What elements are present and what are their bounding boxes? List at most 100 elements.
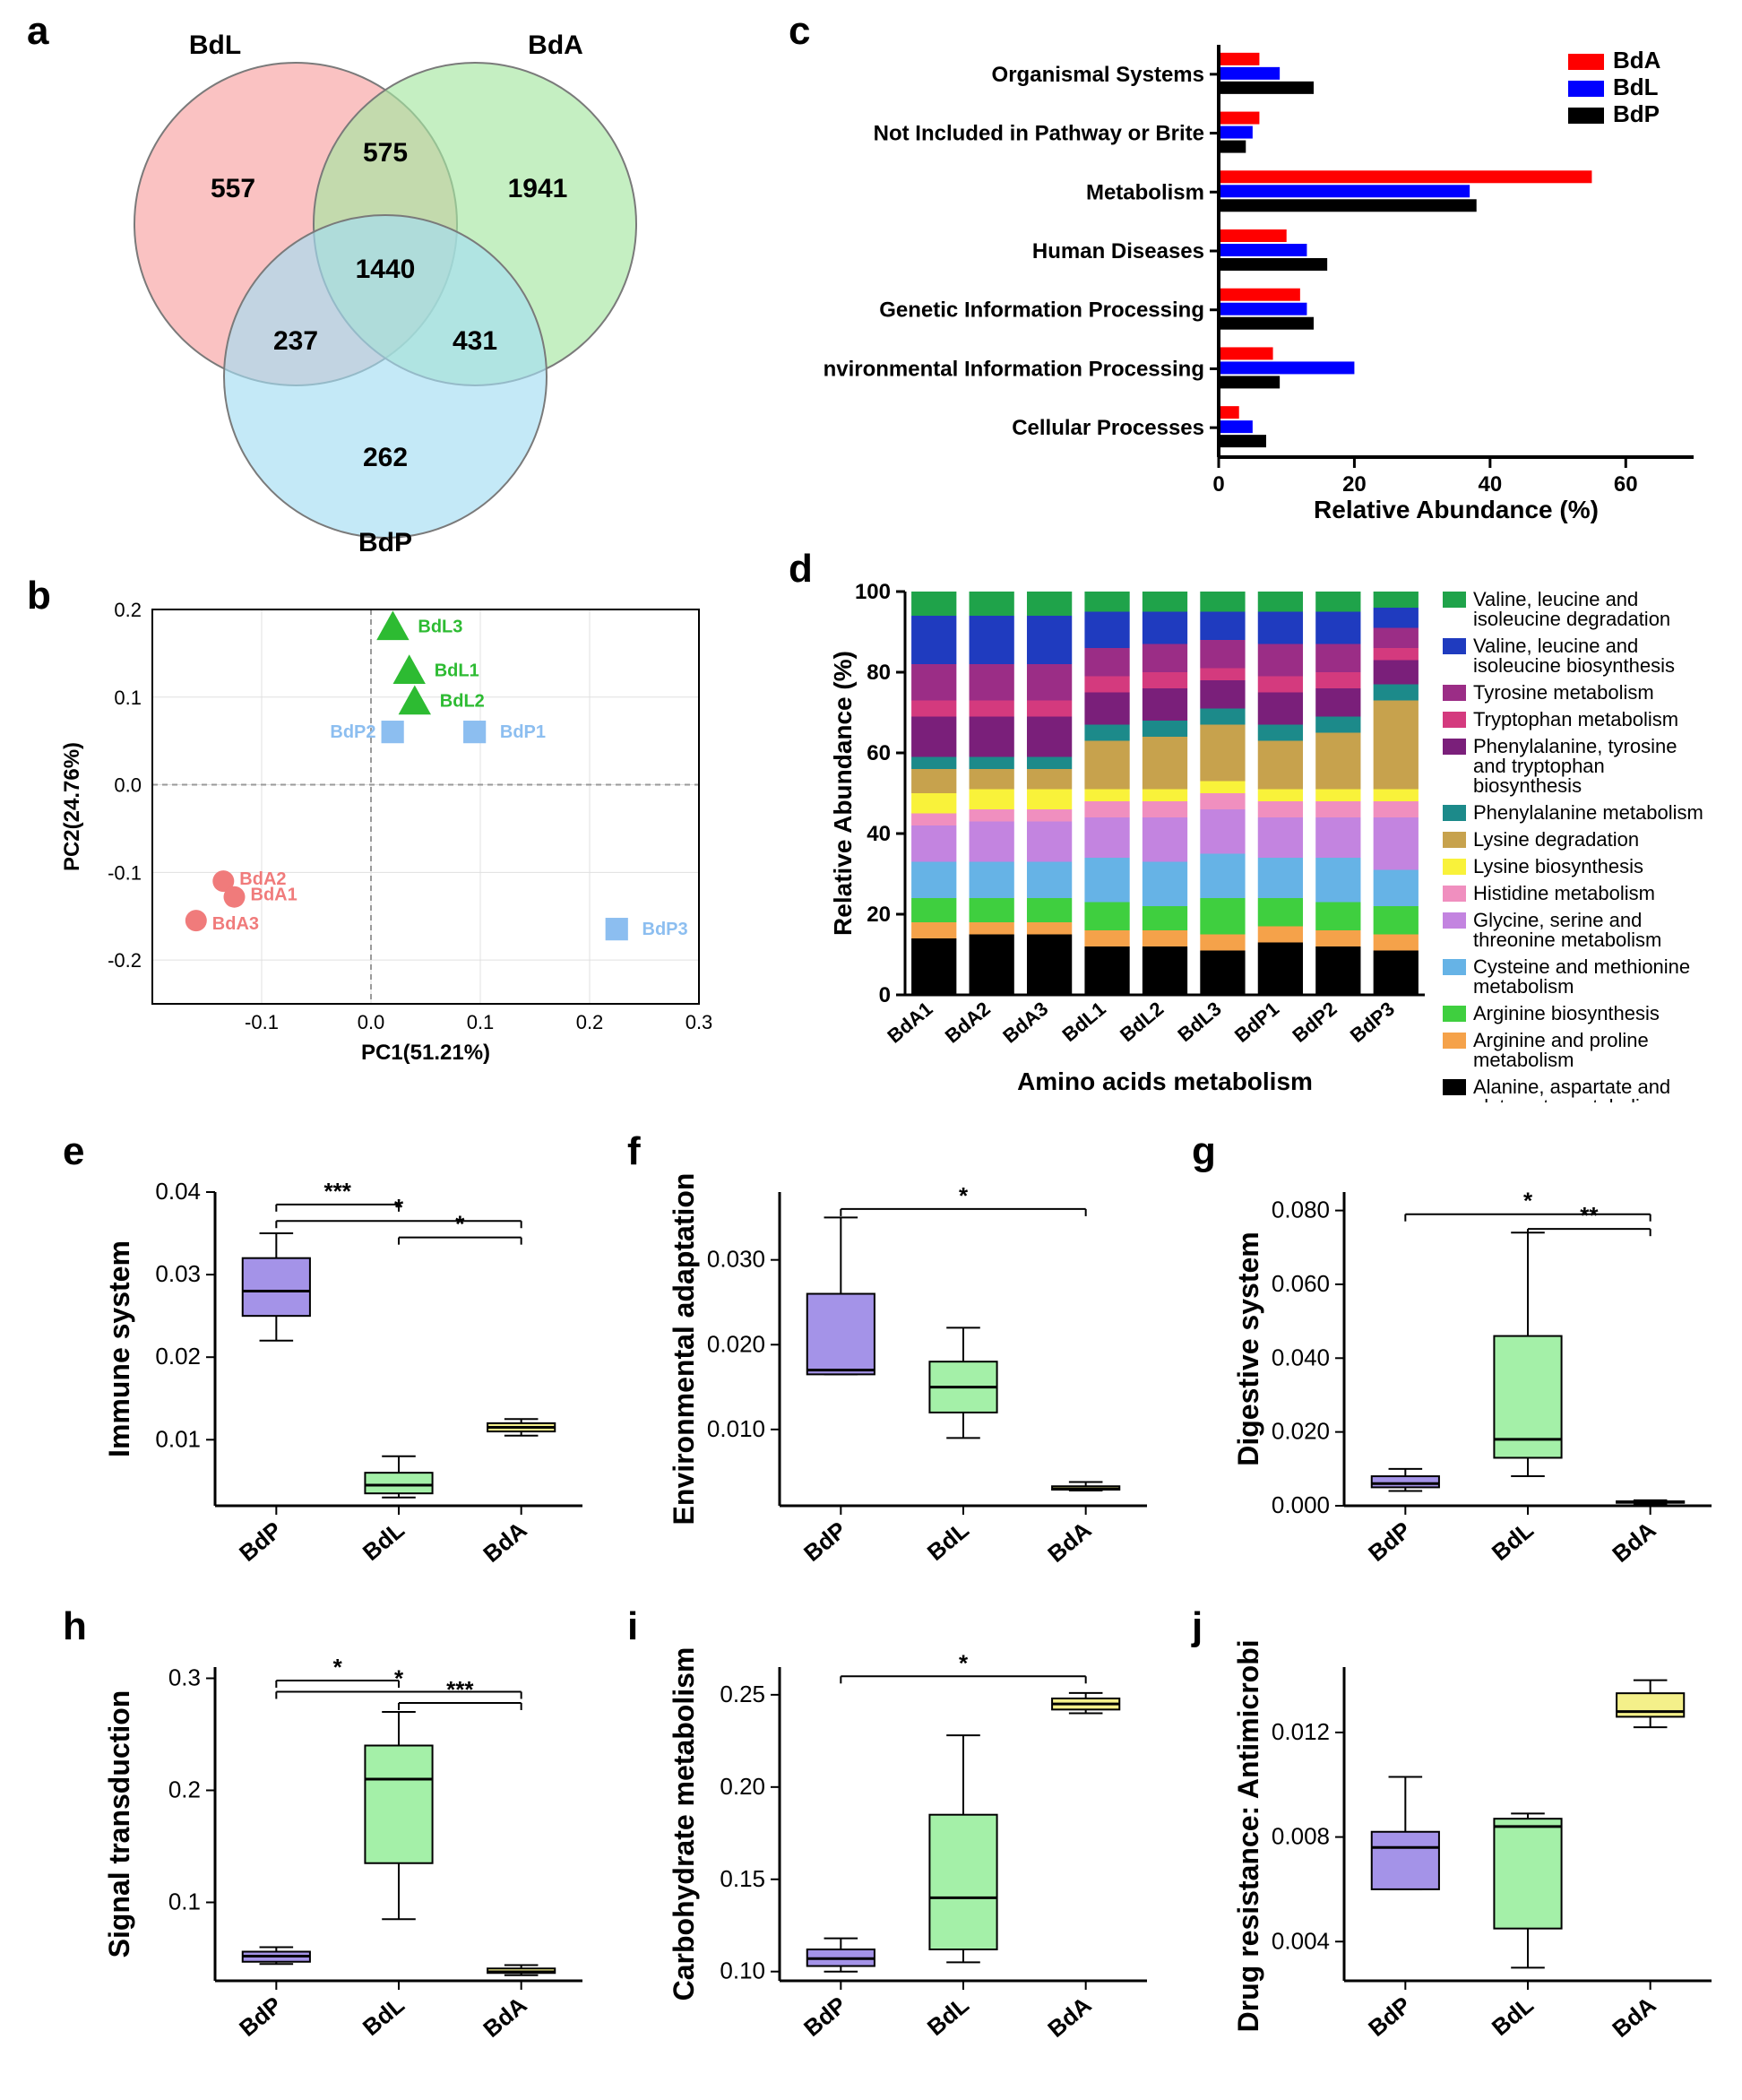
svg-text:1440: 1440: [356, 255, 416, 284]
svg-text:Relative Abundance (%): Relative Abundance (%): [1314, 496, 1599, 523]
svg-text:-0.2: -0.2: [108, 949, 142, 972]
svg-text:BdA: BdA: [1607, 1516, 1660, 1567]
svg-text:BdL: BdL: [189, 30, 241, 60]
svg-text:Drug resistance: Antimicrobial: Drug resistance: Antimicrobial: [1232, 1640, 1264, 2032]
svg-text:0.20: 0.20: [720, 1773, 765, 1800]
svg-text:*: *: [959, 1182, 969, 1209]
panel-label-g: g: [1192, 1129, 1216, 1174]
svg-text:0: 0: [879, 983, 891, 1007]
svg-text:BdA: BdA: [1042, 1991, 1096, 2042]
panel-f-boxplot: 0.0100.0200.030BdPBdLBdAEnvironmental ad…: [663, 1165, 1165, 1595]
svg-text:**: **: [1580, 1202, 1599, 1229]
svg-text:0.008: 0.008: [1272, 1823, 1330, 1850]
svg-text:BdL: BdL: [1487, 1992, 1539, 2042]
svg-text:Cellular Processes: Cellular Processes: [1012, 416, 1204, 440]
svg-text:0.2: 0.2: [576, 1011, 604, 1033]
svg-text:BdL1: BdL1: [1058, 998, 1110, 1047]
svg-text:0.3: 0.3: [686, 1011, 713, 1033]
svg-text:Phenylalanine metabolism: Phenylalanine metabolism: [1473, 801, 1703, 824]
svg-text:Relative Abundance (%): Relative Abundance (%): [829, 651, 857, 936]
panel-e-boxplot: 0.010.020.030.04BdPBdLBdAImmune system**…: [99, 1165, 600, 1595]
panel-label-f: f: [627, 1129, 641, 1174]
svg-text:*: *: [959, 1649, 969, 1676]
svg-text:0.10: 0.10: [720, 1957, 765, 1984]
panel-h-boxplot: 0.10.20.3BdPBdLBdASignal transduction***…: [99, 1640, 600, 2070]
svg-text:threonine metabolism: threonine metabolism: [1473, 929, 1661, 951]
svg-text:80: 80: [867, 661, 891, 685]
svg-text:Tyrosine metabolism: Tyrosine metabolism: [1473, 681, 1654, 704]
svg-text:***: ***: [323, 1178, 351, 1205]
svg-text:BdL: BdL: [358, 1992, 410, 2042]
svg-text:*: *: [394, 1194, 404, 1221]
panel-label-b: b: [27, 574, 51, 618]
svg-text:0.3: 0.3: [168, 1664, 201, 1691]
svg-text:BdA3: BdA3: [212, 914, 259, 934]
svg-text:-0.1: -0.1: [245, 1011, 279, 1033]
svg-text:BdA: BdA: [1613, 47, 1661, 73]
svg-text:BdA2: BdA2: [941, 998, 995, 1048]
panel-d-stacked: BdA1BdA2BdA3BdL1BdL2BdL3BdP1BdP2BdP30204…: [824, 574, 1434, 1102]
svg-text:Tryptophan metabolism: Tryptophan metabolism: [1473, 708, 1678, 730]
panel-g-boxplot: 0.0000.0200.0400.0600.080BdPBdLBdADigest…: [1228, 1165, 1729, 1595]
svg-text:0.004: 0.004: [1272, 1927, 1330, 1954]
svg-text:237: 237: [273, 326, 318, 356]
svg-text:BdA: BdA: [478, 1991, 531, 2042]
svg-text:BdP1: BdP1: [500, 722, 546, 742]
svg-text:Histidine metabolism: Histidine metabolism: [1473, 882, 1655, 904]
svg-text:0.000: 0.000: [1272, 1491, 1330, 1518]
svg-text:glutamate metabolism: glutamate metabolism: [1473, 1095, 1666, 1102]
svg-text:BdL3: BdL3: [418, 618, 462, 637]
svg-text:metabolism: metabolism: [1473, 975, 1574, 998]
svg-text:BdA: BdA: [1607, 1991, 1660, 2042]
panel-i-boxplot: 0.100.150.200.25BdPBdLBdACarbohydrate me…: [663, 1640, 1165, 2070]
svg-text:BdP: BdP: [798, 1517, 851, 1567]
svg-text:Environmental adaptation: Environmental adaptation: [668, 1173, 700, 1525]
svg-text:isoleucine biosynthesis: isoleucine biosynthesis: [1473, 654, 1675, 677]
svg-text:0: 0: [1212, 472, 1224, 497]
svg-text:PC1(51.21%): PC1(51.21%): [361, 1041, 490, 1065]
svg-text:Lysine biosynthesis: Lysine biosynthesis: [1473, 855, 1643, 877]
svg-text:0.030: 0.030: [707, 1246, 765, 1273]
svg-text:BdL: BdL: [922, 1992, 974, 2042]
svg-text:BdP1: BdP1: [1230, 998, 1283, 1047]
panel-label-c: c: [789, 9, 810, 54]
svg-text:BdP: BdP: [1363, 1992, 1416, 2042]
svg-text:BdP: BdP: [1613, 100, 1660, 127]
svg-text:1941: 1941: [508, 174, 568, 203]
svg-text:0.25: 0.25: [720, 1681, 765, 1707]
svg-text:Metabolism: Metabolism: [1086, 180, 1204, 204]
svg-text:Carbohydrate metabolism: Carbohydrate metabolism: [668, 1647, 700, 2001]
svg-text:***: ***: [446, 1676, 474, 1703]
svg-text:20: 20: [867, 903, 891, 927]
svg-text:0.0: 0.0: [114, 774, 142, 797]
svg-text:0.020: 0.020: [1272, 1418, 1330, 1445]
svg-text:BdP: BdP: [358, 528, 412, 556]
panel-label-j: j: [1192, 1604, 1203, 1649]
svg-text:metabolism: metabolism: [1473, 1049, 1574, 1071]
svg-text:0.012: 0.012: [1272, 1718, 1330, 1745]
svg-text:0.1: 0.1: [168, 1888, 201, 1915]
svg-text:0.04: 0.04: [155, 1178, 201, 1205]
svg-text:*: *: [333, 1654, 343, 1681]
svg-text:575: 575: [363, 138, 408, 168]
panel-label-i: i: [627, 1604, 638, 1649]
svg-text:*: *: [394, 1665, 404, 1692]
svg-text:0.020: 0.020: [707, 1330, 765, 1357]
svg-text:0.060: 0.060: [1272, 1270, 1330, 1297]
svg-text:BdP2: BdP2: [330, 722, 375, 742]
svg-text:BdA1: BdA1: [251, 886, 298, 905]
svg-text:20: 20: [1342, 472, 1367, 497]
svg-text:60: 60: [867, 741, 891, 765]
panel-b-pca: -0.10.00.10.20.3-0.2-0.10.00.10.2PC1(51.…: [54, 592, 717, 1076]
svg-text:BdP2: BdP2: [1288, 998, 1341, 1047]
svg-text:BdL3: BdL3: [1173, 998, 1225, 1047]
svg-text:BdL: BdL: [1487, 1517, 1539, 1567]
svg-text:Human Diseases: Human Diseases: [1032, 239, 1204, 264]
svg-text:Organismal Systems: Organismal Systems: [992, 63, 1204, 87]
svg-text:BdA3: BdA3: [998, 998, 1052, 1048]
panel-label-h: h: [63, 1604, 87, 1649]
svg-text:BdP: BdP: [234, 1517, 287, 1567]
svg-text:60: 60: [1614, 472, 1638, 497]
svg-text:0.1: 0.1: [467, 1011, 495, 1033]
panel-label-d: d: [789, 547, 813, 592]
